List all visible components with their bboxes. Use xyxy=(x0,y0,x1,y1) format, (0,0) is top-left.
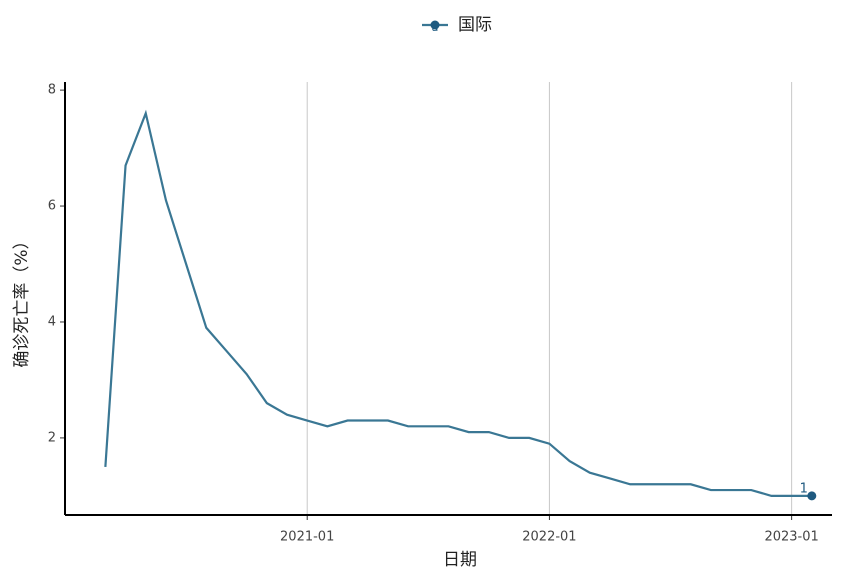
legend-point xyxy=(430,20,440,30)
value-label: 1 xyxy=(800,481,808,496)
legend-key-text: a xyxy=(432,21,439,34)
x-tick-label: 2022-01 xyxy=(522,530,576,545)
x-tick-label: 2023-01 xyxy=(764,530,818,545)
end-point xyxy=(807,491,817,501)
y-tick-label: 4 xyxy=(48,314,56,329)
y-tick-label: 8 xyxy=(48,83,56,98)
data-line xyxy=(104,109,812,497)
y-axis-label: 确诊死亡率（%） xyxy=(12,232,32,367)
legend-label: 国际 xyxy=(458,15,492,35)
y-tick-label: 2 xyxy=(48,430,56,445)
x-axis-label: 日期 xyxy=(443,550,477,570)
y-tick-label: 6 xyxy=(48,199,56,214)
x-tick-label: 2021-01 xyxy=(280,530,334,545)
